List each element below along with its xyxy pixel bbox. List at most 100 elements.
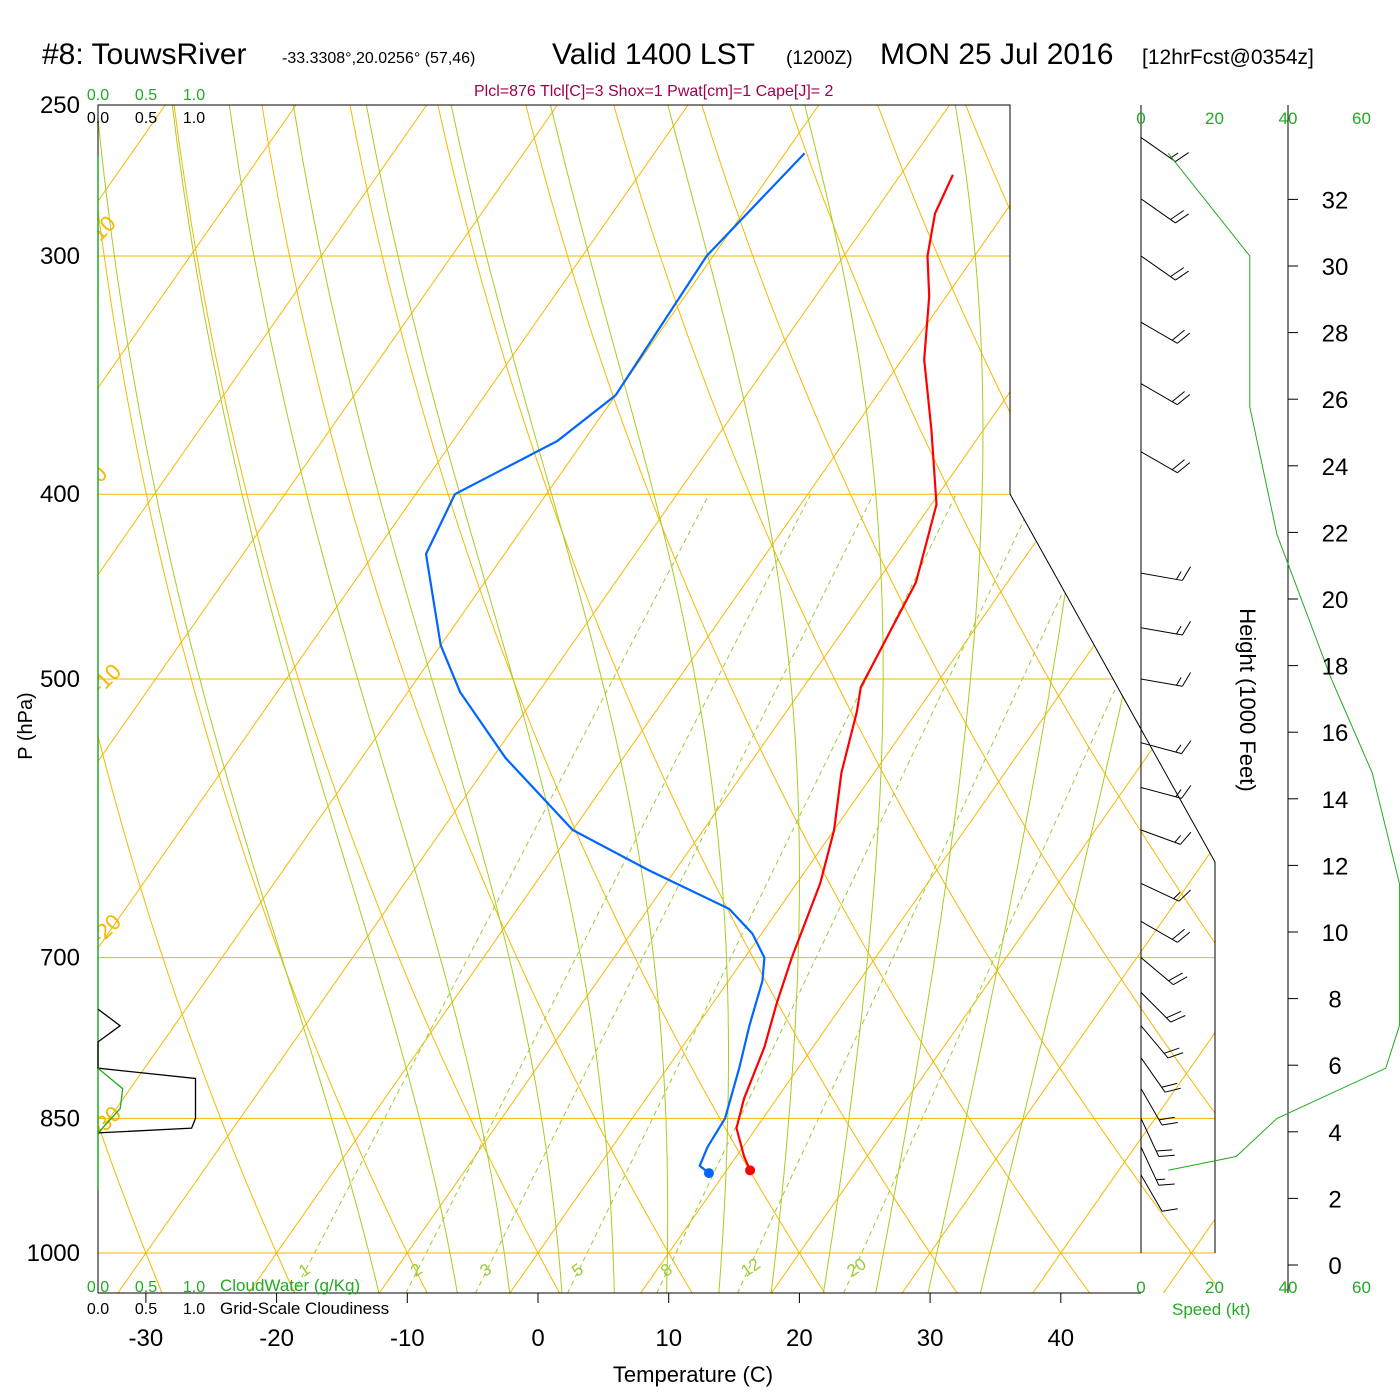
wind-barb: [1140, 920, 1191, 943]
wind-barb-flag: [1161, 1082, 1178, 1088]
moist-adiabat-line: [450, 105, 669, 1293]
cloudwater-scale-bottom: 1.0: [183, 1279, 205, 1296]
height-tick-label: 10: [1322, 920, 1349, 947]
isotherm-label: 10: [86, 211, 121, 246]
wind-barb-flag: [1175, 270, 1189, 281]
wind-barb-shaft: [1140, 1146, 1160, 1186]
height-tick-label: 20: [1322, 587, 1349, 614]
temperature-tick-label: -10: [390, 1325, 425, 1352]
height-tick-label: 24: [1322, 454, 1349, 481]
isotherm-line: [98, 105, 428, 1293]
speed-tick-label-bottom: 20: [1205, 1278, 1224, 1297]
wind-barb-flag: [1176, 626, 1182, 635]
dry-adiabat-line: [173, 105, 561, 1293]
wind-barb-shaft: [1140, 451, 1178, 474]
temperature-tick-label: -20: [259, 1325, 294, 1352]
temperature-axis-label: Temperature (C): [613, 1362, 773, 1387]
wind-barb: [1140, 1057, 1181, 1093]
dry-adiabat-line: [1053, 105, 1215, 1293]
wind-barb: [1140, 672, 1191, 687]
isotherm-label: 0: [86, 461, 112, 487]
wind-barb-flag: [1166, 1010, 1182, 1019]
moist-adiabat-line: [927, 105, 1104, 1293]
mixing-ratio-label: 8: [657, 1260, 676, 1281]
speed-tick-label-top: 20: [1205, 109, 1224, 128]
wind-barb-shaft: [1140, 1057, 1166, 1093]
cloudiness-scale-bottom: 0.5: [135, 1301, 157, 1318]
moist-adiabat-line: [171, 105, 458, 1293]
wind-barb-flag: [1175, 213, 1189, 224]
wind-barb: [1140, 1174, 1178, 1212]
cloudwater-scale-bottom: 0.5: [135, 1279, 157, 1296]
speed-tick-label-bottom: 40: [1279, 1278, 1298, 1297]
moist-adiabat-line: [804, 105, 884, 1293]
height-tick-label: 22: [1322, 520, 1349, 547]
isotherm-label: -10: [86, 659, 126, 699]
cloudiness-scale-top: 0.0: [87, 110, 109, 127]
dry-adiabat-line: [1141, 105, 1215, 1293]
pressure-tick-label: 850: [40, 1105, 80, 1132]
height-tick-label: 12: [1322, 853, 1349, 880]
isotherm-line: [1162, 105, 1215, 1293]
height-tick-label: 2: [1328, 1186, 1341, 1213]
temperature-tick-label: 0: [531, 1325, 544, 1352]
wind-barb-shaft: [1140, 572, 1183, 581]
pressure-tick-label: 400: [40, 481, 80, 508]
valid-time-utc: (1200Z): [786, 48, 853, 69]
cloudwater-scale-bottom: 0.0: [87, 1279, 109, 1296]
wind-barb-flag: [1164, 1087, 1181, 1093]
mixing-ratio-label: 20: [843, 1254, 869, 1280]
wind-barb: [1140, 566, 1191, 581]
wind-barb-shaft: [1140, 255, 1176, 281]
dry-adiabat-line: [1318, 105, 1400, 1293]
mixing-ratio-line: [474, 493, 874, 1293]
temperature-tick-label: 10: [655, 1325, 682, 1352]
dry-adiabat-line: [525, 105, 1091, 1293]
cloudiness-scale-top: 0.5: [135, 110, 157, 127]
wind-barb-shaft: [1140, 383, 1178, 406]
cloudwater-scale-top: 0.0: [87, 87, 109, 104]
dry-adiabat-line: [701, 105, 1215, 1293]
wind-barb-shaft: [1140, 787, 1182, 799]
wind-barb-flag: [1181, 621, 1191, 636]
isotherm-line: [98, 105, 689, 1293]
wind-barb: [1140, 740, 1192, 755]
isotherm-line: [98, 105, 820, 1293]
cloudiness-scale-bottom: 0.0: [87, 1301, 109, 1318]
wind-barb: [1140, 451, 1191, 474]
wind-barb-shaft: [1140, 321, 1178, 344]
wind-barb-shaft: [1140, 992, 1172, 1023]
moist-adiabat-line: [228, 105, 511, 1293]
valid-time: Valid 1400 LST: [552, 38, 755, 71]
dry-adiabat-line: [98, 105, 163, 1293]
wind-barb-flag: [1158, 1116, 1175, 1121]
wind-barb-flag: [1168, 972, 1183, 982]
height-tick-label: 32: [1322, 187, 1349, 214]
wind-barb-shaft: [1140, 1025, 1169, 1059]
cloudiness-scale-bottom: 1.0: [183, 1301, 205, 1318]
isotherm-line: [247, 105, 1081, 1293]
wind-barb: [1140, 829, 1192, 845]
sounding-stats: Plcl=876 Tlcl[C]=3 Shox=1 Pwat[cm]=1 Cap…: [474, 83, 834, 100]
dry-adiabat-line: [965, 105, 1215, 1293]
wind-barb-flag: [1172, 976, 1188, 986]
height-tick-label: 30: [1322, 254, 1349, 281]
wind-barb: [1140, 255, 1189, 281]
plot-frame: [97, 104, 1216, 1293]
wind-barb-flag: [1181, 566, 1191, 581]
wind-barb-flag: [1170, 267, 1184, 278]
wind-barb-flag: [1173, 892, 1181, 899]
dry-adiabat-line: [789, 105, 1215, 1293]
isotherm-line: [901, 105, 1215, 1293]
wind-barb-shaft: [1140, 1118, 1160, 1157]
wind-barb-flag: [1181, 785, 1192, 799]
wind-barb-flag: [1171, 459, 1185, 471]
wind-barb-flag: [1171, 391, 1185, 403]
dry-adiabat-line: [98, 105, 428, 1293]
mixing-ratio-label: 5: [568, 1260, 587, 1281]
wind-barb-flag: [1171, 928, 1185, 940]
moist-adiabat-line: [98, 105, 380, 1293]
isotherm-line: [770, 105, 1215, 1293]
mixing-ratio-line: [293, 493, 710, 1293]
wind-barb: [1140, 321, 1191, 344]
